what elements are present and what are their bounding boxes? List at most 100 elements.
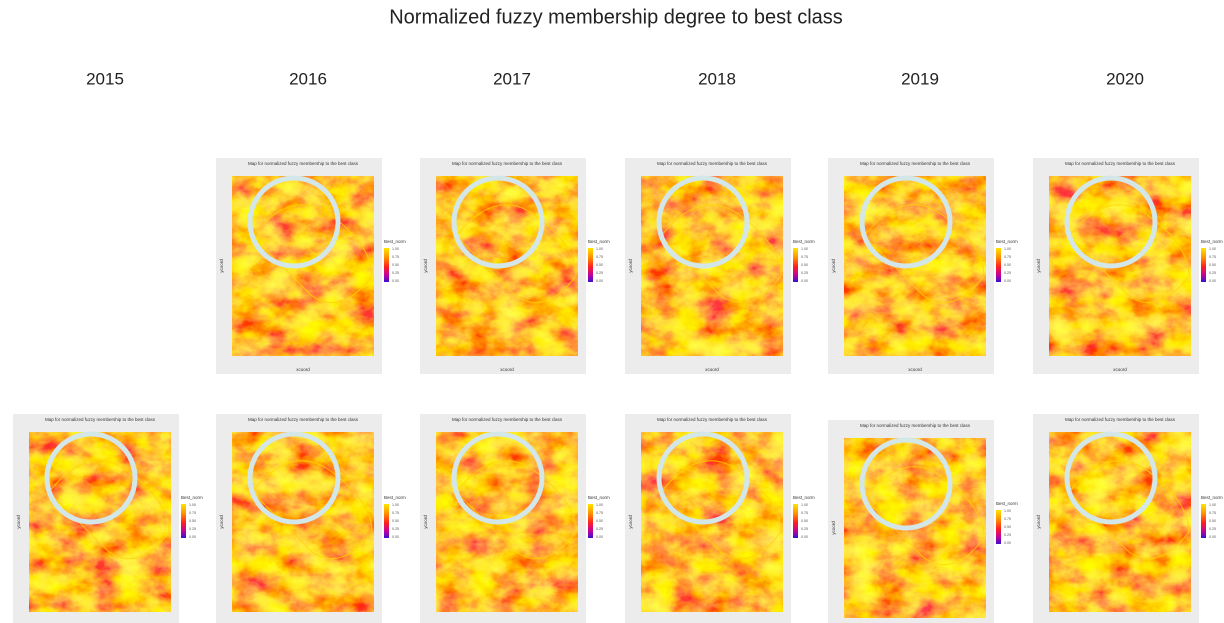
map-panel: Map for normalized fuzzy membership to t…	[625, 158, 815, 374]
year-label: 2020	[1106, 69, 1144, 88]
y-axis-label: ycoord	[423, 515, 428, 529]
legend-colorbar	[181, 504, 186, 538]
panel-title: Map for normalized fuzzy membership to t…	[452, 417, 563, 422]
legend-colorbar	[996, 248, 1001, 282]
legend-tick-label: 1.00	[801, 247, 808, 251]
legend-tick-label: 0.25	[189, 527, 196, 531]
legend-tick-label: 1.00	[596, 247, 603, 251]
legend-tick-label: 0.75	[189, 511, 196, 515]
legend-tick-label: 0.25	[1209, 527, 1216, 531]
legend-tick-label: 0.75	[596, 511, 603, 515]
legend-tick-label: 1.00	[1209, 503, 1216, 507]
legend-tick-label: 0.50	[596, 519, 603, 523]
y-axis-label: ycoord	[831, 521, 836, 535]
legend-colorbar	[1201, 504, 1206, 538]
panel-title: Map for normalized fuzzy membership to t…	[248, 161, 359, 166]
legend-tick-label: 0.25	[392, 527, 399, 531]
legend-tick-label: 1.00	[1004, 247, 1011, 251]
legend-colorbar	[793, 504, 798, 538]
legend-tick-label: 0.00	[1004, 279, 1011, 283]
map-panel: Map for normalized fuzzy membership to t…	[13, 414, 203, 623]
legend-title: Best_norm	[1201, 239, 1223, 244]
legend-tick-label: 1.00	[392, 247, 399, 251]
legend-tick-label: 0.25	[596, 527, 603, 531]
legend-title: Best_norm	[1201, 495, 1223, 500]
legend-tick-label: 0.25	[1004, 271, 1011, 275]
legend-tick-label: 0.00	[1209, 279, 1216, 283]
legend-tick-label: 0.75	[392, 511, 399, 515]
panel-title: Map for normalized fuzzy membership to t…	[657, 417, 768, 422]
legend-tick-label: 0.50	[801, 263, 808, 267]
panel-title: Map for normalized fuzzy membership to t…	[657, 161, 768, 166]
legend-tick-label: 0.50	[392, 263, 399, 267]
legend-tick-label: 1.00	[1004, 509, 1011, 513]
map-panel: Map for normalized fuzzy membership to t…	[1033, 414, 1223, 623]
x-axis-label: xcoord	[296, 367, 310, 372]
panel-title: Map for normalized fuzzy membership to t…	[452, 161, 563, 166]
map-panel: Map for normalized fuzzy membership to t…	[216, 414, 406, 623]
legend-tick-label: 0.50	[392, 519, 399, 523]
panel-title: Map for normalized fuzzy membership to t…	[248, 417, 359, 422]
legend-title: Best_norm	[793, 495, 815, 500]
legend-tick-label: 0.75	[392, 255, 399, 259]
legend-tick-label: 0.25	[596, 271, 603, 275]
legend-tick-label: 0.25	[801, 271, 808, 275]
legend-tick-label: 0.50	[801, 519, 808, 523]
year-label: 2019	[901, 69, 939, 88]
legend-tick-label: 0.75	[1004, 255, 1011, 259]
legend-colorbar	[996, 510, 1001, 544]
legend-colorbar	[1201, 248, 1206, 282]
legend-title: Best_norm	[996, 239, 1018, 244]
y-axis-label: ycoord	[219, 515, 224, 529]
legend-colorbar	[384, 248, 389, 282]
legend-tick-label: 0.50	[1209, 519, 1216, 523]
legend-tick-label: 0.50	[1004, 525, 1011, 529]
legend-tick-label: 1.00	[1209, 247, 1216, 251]
map-panel: Map for normalized fuzzy membership to t…	[625, 414, 815, 623]
map-panel: Map for normalized fuzzy membership to t…	[420, 158, 610, 374]
legend-tick-label: 0.00	[392, 535, 399, 539]
legend-tick-label: 0.00	[392, 279, 399, 283]
map-panel: Map for normalized fuzzy membership to t…	[420, 414, 610, 623]
legend-tick-label: 0.00	[189, 535, 196, 539]
legend-title: Best_norm	[384, 495, 406, 500]
map-panel: Map for normalized fuzzy membership to t…	[1033, 158, 1223, 374]
x-axis-label: xcoord	[908, 367, 922, 372]
legend-colorbar	[588, 248, 593, 282]
legend-tick-label: 0.25	[1004, 533, 1011, 537]
legend-tick-label: 1.00	[596, 503, 603, 507]
legend-title: Best_norm	[996, 501, 1018, 506]
legend-title: Best_norm	[384, 239, 406, 244]
year-label: 2015	[86, 69, 124, 88]
legend-tick-label: 1.00	[801, 503, 808, 507]
panel-title: Map for normalized fuzzy membership to t…	[1065, 161, 1176, 166]
x-axis-label: xcoord	[500, 367, 514, 372]
legend-colorbar	[384, 504, 389, 538]
y-axis-label: ycoord	[1036, 259, 1041, 273]
legend-tick-label: 0.00	[596, 535, 603, 539]
legend-tick-label: 0.25	[801, 527, 808, 531]
legend-tick-label: 0.50	[1209, 263, 1216, 267]
y-axis-label: ycoord	[1036, 515, 1041, 529]
legend-colorbar	[793, 248, 798, 282]
legend-tick-label: 0.00	[1209, 535, 1216, 539]
y-axis-label: ycoord	[16, 515, 21, 529]
legend-tick-label: 0.75	[1209, 255, 1216, 259]
figure: Normalized fuzzy membership degree to be…	[0, 0, 1224, 623]
panel-title: Map for normalized fuzzy membership to t…	[45, 417, 156, 422]
legend-tick-label: 0.50	[1004, 263, 1011, 267]
panel-title: Map for normalized fuzzy membership to t…	[1065, 417, 1176, 422]
map-panel: Map for normalized fuzzy membership to t…	[828, 158, 1018, 374]
year-label: 2017	[493, 69, 531, 88]
x-axis-label: xcoord	[705, 367, 719, 372]
legend-title: Best_norm	[588, 239, 610, 244]
legend-tick-label: 0.50	[189, 519, 196, 523]
legend-title: Best_norm	[793, 239, 815, 244]
legend-tick-label: 0.75	[801, 511, 808, 515]
y-axis-label: ycoord	[831, 259, 836, 273]
legend-tick-label: 0.00	[1004, 541, 1011, 545]
figure-title: Normalized fuzzy membership degree to be…	[389, 6, 843, 28]
map-panel: Map for normalized fuzzy membership to t…	[828, 420, 1018, 623]
map-panel: Map for normalized fuzzy membership to t…	[216, 158, 406, 374]
y-axis-label: ycoord	[219, 259, 224, 273]
